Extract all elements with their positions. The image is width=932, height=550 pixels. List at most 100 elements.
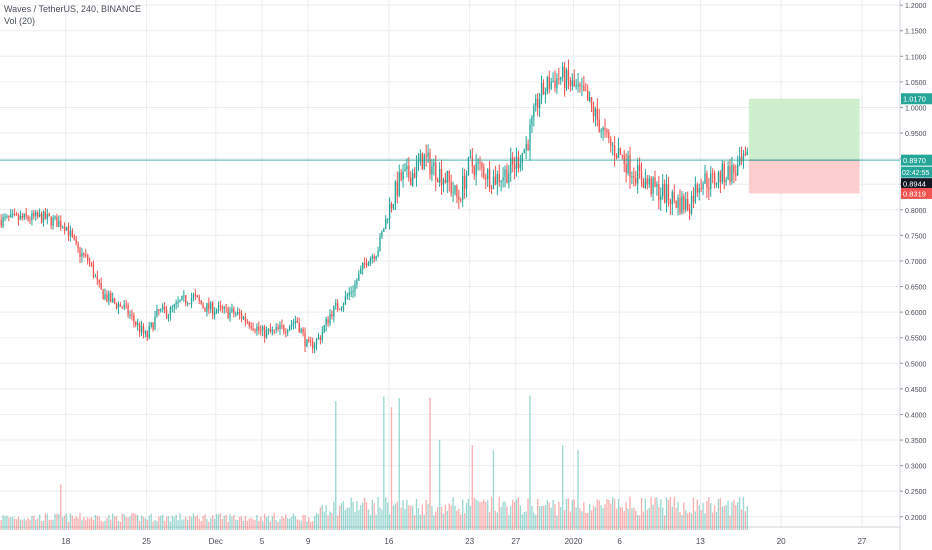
volume-bar — [413, 515, 416, 530]
volume-bar — [152, 521, 154, 530]
candle-body — [204, 307, 206, 312]
volume-bar — [388, 514, 391, 530]
volume-bar — [233, 515, 235, 530]
volume-bar — [679, 512, 681, 530]
volume-bar — [375, 514, 377, 530]
candle-body — [573, 80, 575, 87]
candle-body — [404, 169, 406, 172]
candle-body — [612, 145, 614, 147]
candle-body — [735, 172, 737, 176]
candle-body — [450, 181, 452, 193]
volume-bar — [287, 518, 289, 530]
candle-body — [377, 250, 379, 257]
candle-body — [485, 177, 487, 180]
volume-bar — [408, 505, 410, 530]
candle-body — [385, 219, 387, 229]
candle-body — [712, 173, 714, 175]
candle-body — [183, 295, 185, 297]
volume-bar — [742, 496, 745, 530]
volume-bar — [133, 513, 135, 530]
volume-bar — [688, 512, 691, 530]
candle-body — [283, 325, 285, 332]
candle-body — [48, 214, 50, 217]
volume-bar — [662, 507, 664, 530]
candle-body — [571, 80, 573, 87]
volume-bar — [354, 511, 356, 530]
candle-body — [190, 297, 193, 304]
volume-bar — [423, 514, 425, 530]
candle-body — [237, 311, 239, 314]
candle-body — [313, 344, 316, 349]
volume-bar — [602, 507, 604, 530]
volume-bar — [248, 518, 250, 530]
candle-body — [306, 339, 308, 347]
volume-bar — [263, 513, 266, 530]
candle-body — [287, 330, 289, 333]
volume-bar — [717, 498, 720, 530]
volume-bar — [275, 519, 277, 530]
candle-body — [513, 164, 516, 169]
volume-bar — [548, 502, 550, 530]
candle-body — [506, 169, 508, 183]
volume-bar — [150, 513, 152, 530]
candle-body — [646, 178, 648, 185]
volume-bar — [283, 518, 285, 530]
candle-body — [446, 170, 448, 183]
volume-bar — [575, 507, 577, 530]
volume-bar — [442, 513, 445, 530]
volume-bar — [296, 519, 298, 530]
volume-bar — [567, 498, 570, 530]
stop-price-label: 0.8319 — [903, 189, 926, 198]
candle-body — [500, 180, 502, 183]
volume-bar — [381, 509, 383, 530]
candle-body — [521, 153, 523, 164]
candle-body — [254, 329, 256, 332]
candle-body — [177, 301, 179, 303]
volume-bar — [358, 509, 360, 530]
time-tick-label: 16 — [384, 537, 393, 546]
volume-bar — [67, 521, 70, 530]
candle-body — [33, 213, 35, 217]
volume-bar — [73, 518, 75, 530]
candle-body — [717, 172, 720, 184]
time-tick-label: 27 — [857, 537, 866, 546]
candle-body — [294, 321, 297, 323]
last-price-label: 0.8944 — [903, 180, 926, 189]
volume-bar — [729, 515, 731, 530]
volume-bar — [17, 516, 20, 530]
candle-body — [429, 152, 431, 175]
volume-bar — [365, 502, 368, 530]
candle-body — [608, 132, 610, 140]
candle-body — [588, 97, 591, 101]
candle-body — [81, 253, 83, 257]
volume-bar — [400, 507, 402, 530]
volume-bar — [271, 515, 273, 530]
volume-bar — [33, 515, 35, 530]
volume-bar — [35, 519, 37, 530]
volume-bar — [508, 515, 510, 530]
candle-body — [73, 236, 75, 240]
volume-bar — [265, 517, 268, 530]
price-tick-label: 0.2500 — [905, 489, 927, 496]
candle-body — [454, 185, 456, 193]
volume-bar — [69, 513, 72, 530]
volume-bar — [240, 516, 243, 530]
time-tick-label: 27 — [511, 537, 520, 546]
candle-body — [215, 310, 218, 313]
candle-body — [271, 329, 273, 332]
candle-body — [375, 256, 377, 259]
candle-body — [654, 177, 656, 187]
volume-bar — [552, 499, 554, 530]
candle-body — [285, 331, 287, 333]
candle-body — [442, 179, 445, 186]
volume-bar — [325, 505, 327, 530]
price-tick-label: 0.6500 — [905, 285, 927, 292]
volume-bar — [63, 515, 66, 530]
candle-body — [244, 316, 247, 322]
volume-bar — [188, 516, 191, 530]
candle-body — [700, 188, 702, 190]
volume-bar — [252, 519, 254, 530]
candle-body — [471, 156, 473, 167]
candle-body — [56, 216, 58, 227]
